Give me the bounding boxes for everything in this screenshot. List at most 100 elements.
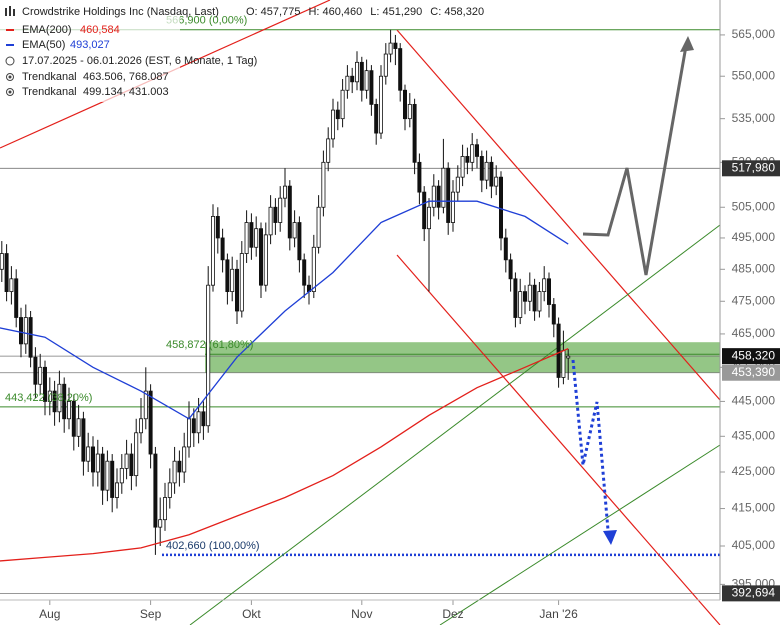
candle-body (340, 89, 345, 120)
ohlc-value: O: 457,775 (246, 6, 300, 18)
fib-label: 443,422 (38,20%) (5, 392, 92, 404)
candle-body (172, 460, 177, 484)
candle-body (354, 61, 359, 83)
price-label: 517,980 (732, 160, 776, 174)
candle-body (460, 156, 465, 178)
candle-body (186, 418, 191, 448)
candle-body (210, 216, 215, 286)
candle-body (67, 401, 72, 420)
legend-value: 499.134, 431.003 (83, 86, 169, 98)
legend-name: Trendkanal (22, 71, 77, 83)
candle-body (426, 206, 431, 230)
candle-body (215, 216, 220, 239)
fib-label: 458,872 (61,80%) (166, 339, 253, 351)
candle-body (167, 482, 172, 498)
x-tick-label: Aug (39, 607, 60, 621)
candle-body (383, 53, 388, 77)
candle-body (287, 185, 292, 239)
candle-body (124, 453, 129, 469)
info: 17.07.2025 - 06.01.2026 (EST, 6 Monate, … (22, 55, 257, 67)
trend-line (189, 224, 721, 625)
candle-body (508, 259, 513, 280)
candle-body (81, 418, 86, 462)
candle-body (369, 70, 374, 105)
price-box (722, 364, 780, 381)
candle-body (148, 390, 153, 455)
candle-body (153, 453, 158, 528)
candle-body (134, 432, 139, 477)
candle-body (239, 253, 244, 312)
candle-body (561, 350, 566, 378)
price-label: 453,390 (732, 365, 776, 379)
candle-body (330, 109, 335, 140)
trend-line (439, 444, 721, 625)
candle-body (551, 304, 556, 325)
candle-body (206, 284, 211, 427)
front-layer (0, 29, 571, 562)
candle-body (47, 390, 52, 402)
candle-body (273, 206, 278, 223)
candle-body (479, 156, 484, 181)
candle-body (249, 222, 254, 248)
candle-body (474, 144, 479, 157)
candle-body (220, 237, 225, 261)
price-box (722, 348, 780, 365)
candle-body (86, 446, 91, 462)
ema-line (0, 200, 569, 420)
y-tick-label: 405,000 (732, 538, 776, 552)
candle-body (359, 61, 364, 91)
legend: Crowdstrike Holdings Inc (Nasdaq, Last) … (5, 6, 484, 98)
candle-body (119, 467, 124, 484)
price-label: 458,320 (732, 348, 776, 362)
candle-body (450, 191, 455, 223)
candle-body (225, 259, 230, 293)
y-tick-label: 565,000 (732, 27, 776, 41)
candle-body (115, 482, 120, 498)
fib-label: 566,900 (0,00%) (166, 15, 247, 27)
arrow-head (603, 530, 617, 545)
y-tick-label: 425,000 (732, 464, 776, 478)
icon (9, 6, 11, 16)
candle-body (91, 446, 96, 473)
candle-body (436, 185, 441, 208)
candle-body (441, 167, 446, 208)
candle-body (234, 268, 239, 312)
candle-body (455, 176, 460, 193)
candle-body (268, 206, 273, 236)
candle-body (398, 48, 403, 91)
candle-body (297, 222, 302, 261)
candle-body (258, 228, 263, 286)
candle-body (431, 185, 436, 208)
y-tick-label: 445,000 (732, 394, 776, 408)
candle-body (345, 75, 350, 91)
candle-body (566, 355, 571, 359)
legend-bg (0, 0, 180, 102)
y-tick-label: 550,000 (732, 68, 776, 82)
y-tick-label: 465,000 (732, 326, 776, 340)
candle-body (518, 291, 523, 318)
y-tick-label: 505,000 (732, 199, 776, 213)
candle-body (244, 222, 249, 254)
candle-body (527, 284, 532, 302)
ohlc: O: 457,775 H: 460,460 L: 451,290 C: 458,320 (246, 6, 484, 18)
candle-body (326, 138, 331, 163)
candle-body (4, 253, 9, 293)
x-tick-label: Dez (442, 607, 463, 621)
forecast-arrow (582, 45, 688, 276)
x-tick-label: Sep (140, 607, 162, 621)
x-tick-label: Nov (351, 607, 372, 621)
ohlc-value: L: 451,290 (370, 6, 422, 18)
candle-body (532, 284, 537, 312)
candle-body (71, 401, 76, 437)
arrow-head (680, 36, 694, 52)
price-label: 392,694 (732, 586, 776, 600)
candle-body (28, 317, 33, 358)
candle-body (292, 222, 297, 239)
candle-body (388, 42, 393, 55)
candle-body (76, 418, 81, 437)
candle-body (412, 103, 417, 163)
fib-label: 402,660 (100,00%) (166, 540, 260, 552)
candle-body (494, 176, 499, 187)
candle-body (62, 383, 67, 420)
candle-body (374, 103, 379, 134)
